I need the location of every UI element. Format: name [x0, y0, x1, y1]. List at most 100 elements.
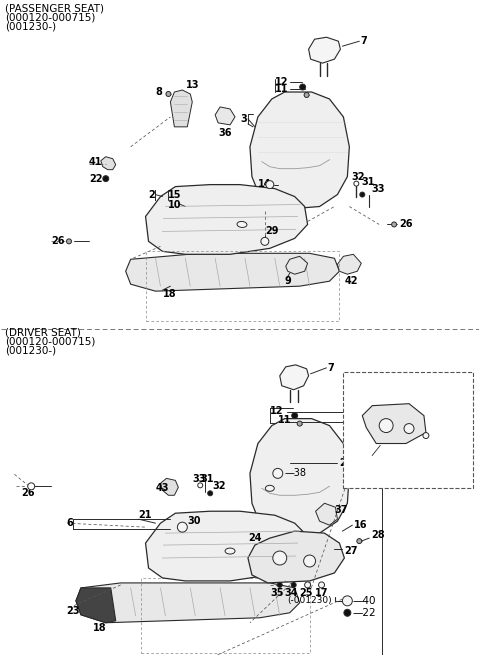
Circle shape	[404, 424, 414, 434]
Polygon shape	[76, 583, 300, 623]
Text: 35: 35	[364, 461, 378, 470]
Ellipse shape	[237, 222, 247, 228]
Circle shape	[291, 583, 296, 587]
Polygon shape	[280, 365, 309, 390]
Circle shape	[357, 539, 362, 544]
Circle shape	[423, 432, 429, 438]
Text: 24: 24	[362, 405, 376, 415]
Circle shape	[67, 239, 72, 244]
Text: (001230-): (001230-)	[5, 21, 57, 31]
Text: 7: 7	[327, 363, 334, 373]
Circle shape	[360, 192, 365, 197]
Text: 22: 22	[89, 174, 102, 184]
Text: 42: 42	[344, 276, 358, 286]
Text: 23: 23	[66, 605, 80, 616]
Polygon shape	[101, 157, 116, 170]
Text: 12: 12	[270, 405, 283, 416]
Circle shape	[261, 237, 269, 245]
Circle shape	[319, 582, 324, 588]
Text: 6: 6	[66, 518, 73, 528]
Text: 5: 5	[369, 411, 376, 420]
Circle shape	[28, 483, 35, 490]
Circle shape	[354, 181, 359, 186]
Text: 7: 7	[360, 36, 367, 46]
Text: 27: 27	[344, 546, 358, 556]
Polygon shape	[145, 511, 308, 581]
Circle shape	[273, 551, 287, 565]
Polygon shape	[160, 478, 179, 495]
Text: 29: 29	[265, 226, 278, 236]
Text: 43: 43	[156, 483, 169, 493]
Polygon shape	[170, 90, 192, 127]
Text: 37: 37	[335, 505, 348, 515]
Text: 20: 20	[339, 459, 353, 468]
Circle shape	[166, 91, 171, 96]
Circle shape	[300, 84, 306, 90]
Polygon shape	[309, 37, 340, 63]
Text: —22: —22	[352, 608, 376, 618]
Text: (DRIVER SEAT): (DRIVER SEAT)	[5, 328, 81, 338]
Circle shape	[304, 92, 309, 98]
Text: —40: —40	[352, 596, 376, 606]
Polygon shape	[250, 419, 349, 535]
Text: 36: 36	[218, 128, 232, 138]
Text: 12: 12	[275, 77, 288, 87]
Polygon shape	[337, 255, 361, 274]
Text: 30: 30	[187, 516, 201, 526]
Text: (001230-): (001230-)	[348, 375, 396, 385]
Ellipse shape	[265, 485, 274, 491]
Ellipse shape	[225, 548, 235, 554]
Text: 32: 32	[212, 482, 226, 491]
FancyBboxPatch shape	[343, 372, 473, 488]
Text: 34: 34	[285, 588, 298, 598]
Circle shape	[305, 582, 311, 588]
Text: 33: 33	[192, 474, 206, 484]
Text: 14: 14	[258, 178, 271, 189]
Text: 28: 28	[371, 530, 385, 540]
Text: 16: 16	[402, 384, 416, 394]
Text: 31: 31	[200, 474, 214, 484]
Text: 17: 17	[314, 588, 328, 598]
Text: 25: 25	[300, 588, 313, 598]
Circle shape	[198, 483, 203, 488]
Circle shape	[292, 413, 298, 419]
Polygon shape	[145, 184, 308, 255]
Text: —25: —25	[430, 430, 452, 441]
Text: 3: 3	[240, 114, 247, 124]
Polygon shape	[250, 92, 349, 209]
Text: 13: 13	[186, 80, 200, 90]
Text: 10: 10	[168, 199, 182, 209]
Circle shape	[178, 522, 187, 532]
Text: —38: —38	[285, 468, 307, 478]
Text: 26: 26	[399, 220, 413, 230]
Circle shape	[277, 583, 282, 587]
Text: 32: 32	[351, 172, 365, 182]
Text: (-001230): (-001230)	[288, 596, 332, 605]
Circle shape	[208, 491, 213, 496]
Text: 8: 8	[156, 87, 162, 97]
Circle shape	[103, 176, 109, 182]
Circle shape	[372, 453, 377, 458]
Text: 35: 35	[271, 588, 284, 598]
Circle shape	[344, 609, 351, 616]
Text: 16: 16	[354, 520, 368, 530]
Circle shape	[273, 468, 283, 478]
Text: 15: 15	[168, 190, 182, 199]
Text: 34: 34	[382, 451, 396, 461]
Polygon shape	[248, 531, 344, 583]
Text: (PASSENGER SEAT): (PASSENGER SEAT)	[5, 3, 104, 13]
Text: 9: 9	[285, 276, 291, 286]
Polygon shape	[286, 256, 308, 274]
Text: 31: 31	[361, 176, 375, 186]
Circle shape	[379, 419, 393, 432]
Text: 21: 21	[139, 510, 152, 520]
Text: (000120-000715): (000120-000715)	[5, 337, 96, 347]
Text: 18: 18	[162, 289, 176, 299]
Circle shape	[342, 596, 352, 606]
Polygon shape	[315, 503, 337, 525]
Circle shape	[380, 443, 384, 448]
Text: 26: 26	[21, 488, 35, 499]
Text: 26: 26	[51, 236, 65, 247]
Polygon shape	[126, 253, 339, 291]
Text: 33: 33	[371, 184, 385, 194]
